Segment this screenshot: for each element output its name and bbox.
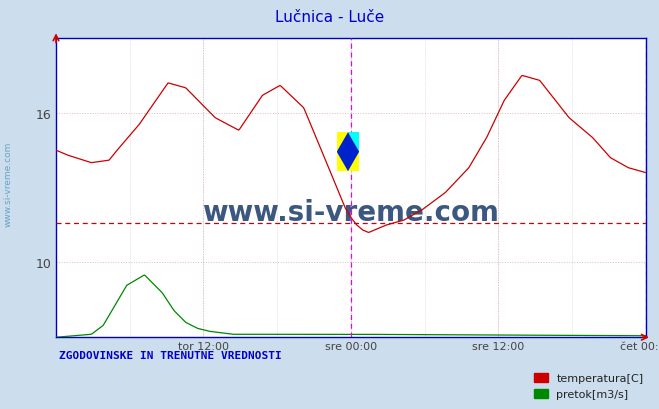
Legend: temperatura[C], pretok[m3/s]: temperatura[C], pretok[m3/s]: [534, 373, 644, 399]
Polygon shape: [337, 133, 359, 172]
Text: www.si-vreme.com: www.si-vreme.com: [202, 198, 500, 226]
Polygon shape: [348, 133, 359, 152]
Text: Lučnica - Luče: Lučnica - Luče: [275, 10, 384, 25]
Text: www.si-vreme.com: www.si-vreme.com: [4, 142, 13, 227]
Text: ZGODOVINSKE IN TRENUTNE VREDNOSTI: ZGODOVINSKE IN TRENUTNE VREDNOSTI: [59, 350, 282, 360]
